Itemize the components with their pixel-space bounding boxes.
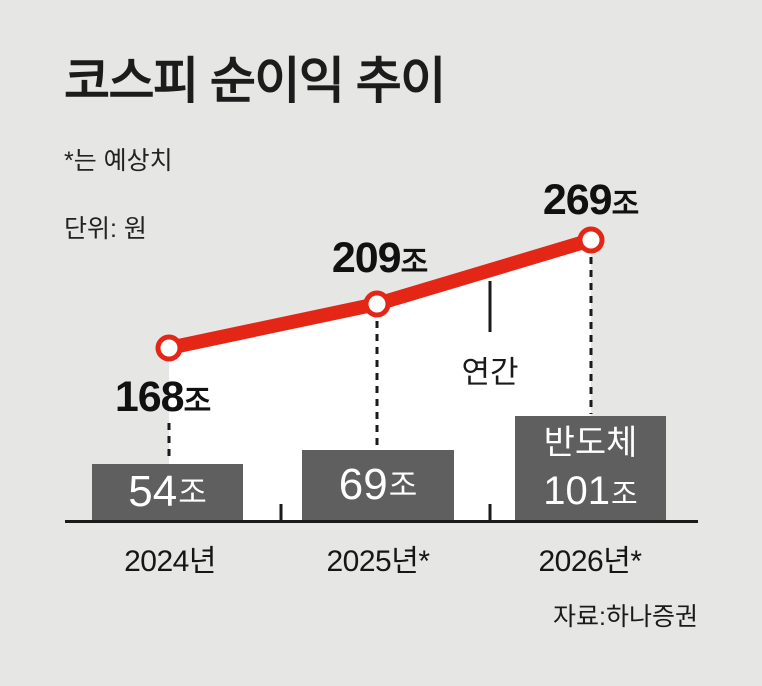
bar-2024-value: 54 [128, 467, 178, 516]
point-label-2026: 269조 [543, 179, 639, 222]
x-label-2024: 2024년 [124, 545, 216, 578]
estimate-note: *는 예상치 [64, 147, 173, 175]
point-2024-unit: 조 [183, 385, 212, 418]
point-2024-value: 168 [114, 373, 185, 421]
point-2026-value: 269 [542, 176, 613, 224]
x-label-2025: 2025년* [326, 545, 430, 578]
point-2025-value: 209 [331, 234, 402, 282]
bar-2026-value: 101 [543, 468, 611, 513]
point-2026-unit: 조 [611, 188, 640, 221]
bar-2025-value: 69 [338, 460, 388, 509]
chart-title: 코스피 순이익 추이 [64, 53, 446, 109]
bar-2025-unit: 조 [388, 467, 418, 503]
bar-series-label: 반도체 [543, 424, 638, 463]
bar-2025: 69 조 [302, 450, 454, 520]
bar-2026-value-line: 101조 [543, 471, 637, 511]
bar-2024: 54 조 [92, 464, 243, 520]
area-fill [169, 240, 591, 520]
x-label-2026: 2026년* [538, 545, 642, 578]
bar-2024-unit: 조 [178, 474, 207, 510]
line-series-label: 연간 [461, 355, 519, 390]
marker-2026 [577, 226, 605, 254]
marker-2024 [155, 334, 183, 362]
point-label-2025: 209조 [332, 237, 428, 280]
unit-label: 단위: 원 [64, 215, 147, 243]
marker-2025 [363, 290, 391, 318]
bar-2026-unit: 조 [611, 478, 638, 511]
point-2025-unit: 조 [400, 246, 429, 279]
point-label-2024: 168조 [115, 376, 211, 419]
bar-2026: 반도체 101조 [515, 416, 666, 520]
source-credit: 자료:하나증권 [553, 603, 698, 631]
